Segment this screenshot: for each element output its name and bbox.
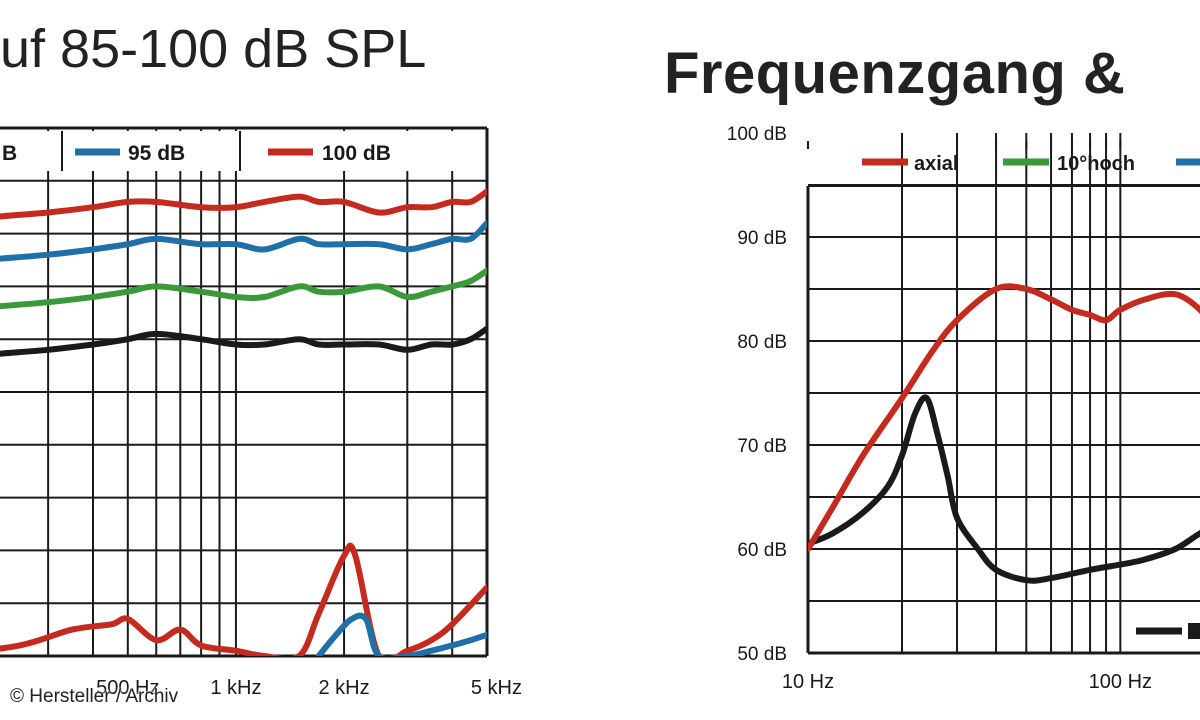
right-series-group xyxy=(808,283,1200,584)
left-series-95-db xyxy=(0,220,487,262)
left-legend-label-b: B xyxy=(2,142,17,165)
left-legend-label-95-db: 95 dB xyxy=(128,142,185,165)
right-y-tick-60: 60 dB xyxy=(737,540,787,561)
left-series-90-db xyxy=(0,267,487,310)
right-legend-label-axial: axial xyxy=(914,153,958,175)
left-x-tick-2-khz: 2 kHz xyxy=(319,677,370,699)
right-series-axial xyxy=(808,283,1200,552)
left-x-tick-500-hz: 500 Hz xyxy=(96,677,159,699)
right-chart-title: Frequenzgang & xyxy=(664,41,1126,106)
left-series-85-db xyxy=(0,325,487,357)
right-legend-label-cut xyxy=(1188,623,1200,639)
right-series-kurve-schwarz xyxy=(808,394,1200,584)
left-chart-title: uf 85-100 dB SPL xyxy=(0,19,427,79)
right-y-tick-80: 80 dB xyxy=(737,332,787,353)
left-x-tick-5-khz: 5 kHz xyxy=(471,677,522,699)
right-y-tick-100: 100 dB xyxy=(727,124,787,145)
right-y-tick-70: 70 dB xyxy=(737,436,787,457)
right-x-tick-100-hz: 100 Hz xyxy=(1089,671,1152,693)
right-x-tick-10-hz: 10 Hz xyxy=(782,671,834,693)
right-legend-label-10-hoch: 10°hoch xyxy=(1057,153,1135,175)
image-credit: © Hersteller / Archiv xyxy=(10,686,179,707)
left-series-100-db xyxy=(0,188,487,220)
left-series-95-db-unten xyxy=(315,612,487,656)
left-series-group xyxy=(0,188,487,656)
right-y-tick-90: 90 dB xyxy=(737,228,787,249)
right-y-tick-50: 50 dB xyxy=(737,644,787,665)
left-legend-label-100-db: 100 dB xyxy=(322,142,391,165)
left-x-tick-1-khz: 1 kHz xyxy=(210,677,261,699)
left-series-100-db-unten xyxy=(0,542,487,656)
left-grid xyxy=(0,128,487,656)
